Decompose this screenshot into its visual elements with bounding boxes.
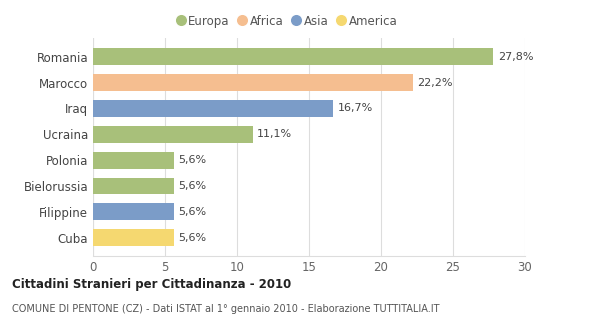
Text: 5,6%: 5,6% — [178, 233, 206, 243]
Bar — [93, 100, 334, 117]
Bar — [93, 48, 493, 65]
Bar — [93, 229, 173, 246]
Text: COMUNE DI PENTONE (CZ) - Dati ISTAT al 1° gennaio 2010 - Elaborazione TUTTITALIA: COMUNE DI PENTONE (CZ) - Dati ISTAT al 1… — [12, 304, 439, 314]
Text: 11,1%: 11,1% — [257, 129, 292, 139]
Text: Cittadini Stranieri per Cittadinanza - 2010: Cittadini Stranieri per Cittadinanza - 2… — [12, 278, 291, 292]
Text: 5,6%: 5,6% — [178, 207, 206, 217]
Text: 5,6%: 5,6% — [178, 181, 206, 191]
Bar — [93, 204, 173, 220]
Bar — [93, 74, 413, 91]
Text: 16,7%: 16,7% — [338, 103, 373, 113]
Text: 22,2%: 22,2% — [417, 77, 452, 88]
Bar — [93, 152, 173, 169]
Text: 5,6%: 5,6% — [178, 155, 206, 165]
Bar — [93, 126, 253, 143]
Legend: Europa, Africa, Asia, America: Europa, Africa, Asia, America — [178, 15, 397, 28]
Bar — [93, 178, 173, 194]
Text: 27,8%: 27,8% — [497, 52, 533, 62]
